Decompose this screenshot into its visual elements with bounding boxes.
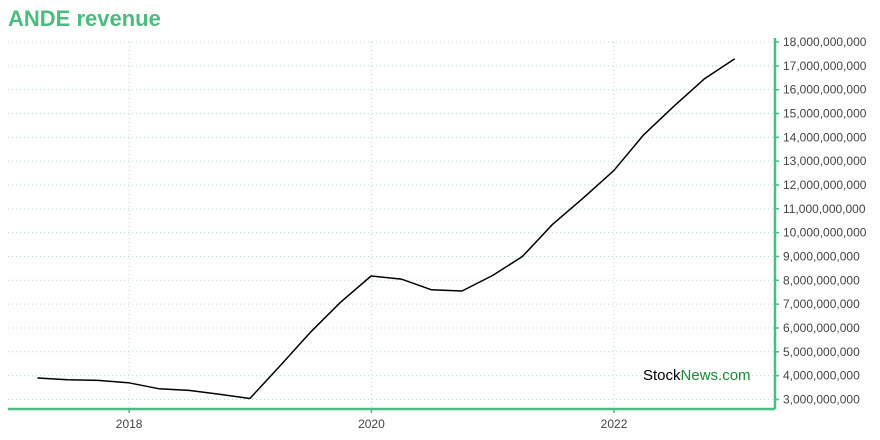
y-tick-label-11: 14,000,000,000 xyxy=(783,130,867,144)
chart-title: ANDE revenue xyxy=(8,6,161,31)
y-tick-label-5: 8,000,000,000 xyxy=(783,273,860,287)
grid-layer xyxy=(8,41,775,409)
watermark-news: News xyxy=(681,367,719,384)
y-tick-label-15: 18,000,000,000 xyxy=(783,35,867,49)
y-tick-label-10: 13,000,000,000 xyxy=(783,154,867,168)
y-tick-label-9: 12,000,000,000 xyxy=(783,178,867,192)
watermark-stock: Stock xyxy=(643,367,681,384)
y-tick-label-2: 5,000,000,000 xyxy=(783,345,860,359)
y-tick-label-14: 17,000,000,000 xyxy=(783,59,867,73)
y-tick-label-3: 6,000,000,000 xyxy=(783,321,860,335)
watermark: StockNews.com xyxy=(643,367,751,384)
y-tick-label-8: 11,000,000,000 xyxy=(783,202,866,216)
y-tick-label-0: 3,000,000,000 xyxy=(783,392,860,406)
x-tick-label-0: 2018 xyxy=(116,417,143,431)
axis-layer: 3,000,000,000 4,000,000,000 5,000,000,000 6… xyxy=(8,35,867,431)
y-tick-label-7: 10,000,000,000 xyxy=(783,226,867,240)
y-tick-label-6: 9,000,000,000 xyxy=(783,249,860,263)
y-tick-label-4: 7,000,000,000 xyxy=(783,297,860,311)
x-tick-label-2: 2022 xyxy=(601,417,628,431)
y-tick-label-13: 16,000,000,000 xyxy=(783,83,867,97)
series-layer xyxy=(37,58,736,400)
watermark-com: .com xyxy=(718,367,751,384)
x-tick-label-1: 2020 xyxy=(358,417,385,431)
y-tick-label-1: 4,000,000,000 xyxy=(783,369,860,383)
y-tick-label-12: 15,000,000,000 xyxy=(783,106,867,120)
series-line-0 xyxy=(37,58,736,400)
